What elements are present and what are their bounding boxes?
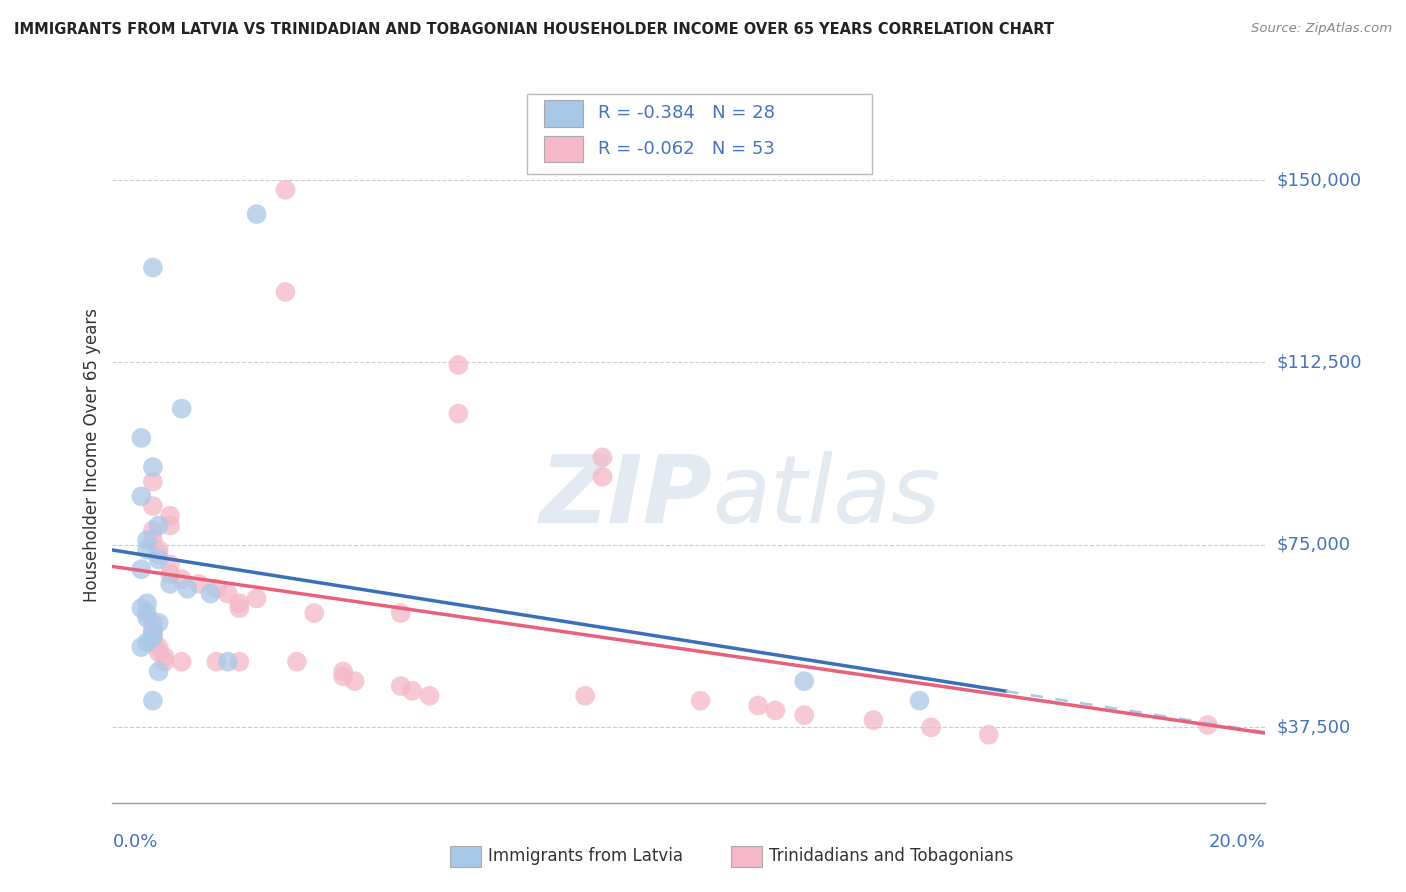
Point xyxy=(419,689,441,703)
Point xyxy=(148,548,170,562)
Text: $112,500: $112,500 xyxy=(1277,353,1362,371)
Text: atlas: atlas xyxy=(711,451,941,542)
Point xyxy=(153,649,176,664)
Point xyxy=(747,698,769,713)
Point xyxy=(332,665,354,679)
Text: R = -0.062   N = 53: R = -0.062 N = 53 xyxy=(598,140,775,158)
Point xyxy=(136,635,159,649)
Text: ZIP: ZIP xyxy=(538,450,711,542)
Point xyxy=(136,533,159,547)
Point xyxy=(977,728,1000,742)
Point xyxy=(142,615,165,630)
Point xyxy=(793,674,815,689)
Point xyxy=(142,524,165,538)
Point xyxy=(142,260,165,275)
Text: 0.0%: 0.0% xyxy=(112,833,157,851)
Point xyxy=(592,450,614,465)
Point xyxy=(689,693,711,707)
Point xyxy=(862,713,884,727)
Y-axis label: Householder Income Over 65 years: Householder Income Over 65 years xyxy=(83,308,101,602)
Text: Immigrants from Latvia: Immigrants from Latvia xyxy=(488,847,683,865)
Point xyxy=(159,518,181,533)
Point xyxy=(142,631,165,645)
Point xyxy=(228,601,250,615)
Point xyxy=(765,703,787,717)
Point xyxy=(142,475,165,489)
Point xyxy=(401,684,423,698)
Text: 20.0%: 20.0% xyxy=(1209,833,1265,851)
Point xyxy=(142,635,165,649)
Point xyxy=(447,407,470,421)
Point xyxy=(228,596,250,610)
Point xyxy=(205,582,228,596)
Point xyxy=(170,572,193,586)
Point xyxy=(142,460,165,475)
Point xyxy=(148,542,170,557)
Point xyxy=(274,285,297,299)
Point xyxy=(389,606,412,620)
Point xyxy=(245,591,267,606)
Point xyxy=(129,562,153,576)
Point xyxy=(129,489,153,503)
Point xyxy=(142,499,165,513)
Point xyxy=(153,655,176,669)
Point xyxy=(285,655,308,669)
Point xyxy=(920,720,942,734)
Text: R = -0.384   N = 28: R = -0.384 N = 28 xyxy=(598,104,775,122)
Point xyxy=(205,655,228,669)
Point xyxy=(217,655,239,669)
Point xyxy=(343,674,366,689)
Point xyxy=(793,708,815,723)
Point xyxy=(142,631,165,645)
Point xyxy=(574,689,596,703)
Point xyxy=(136,606,159,620)
Point xyxy=(200,586,222,600)
Point xyxy=(170,401,193,416)
Point xyxy=(142,625,165,640)
Point xyxy=(159,508,181,523)
Point xyxy=(148,640,170,654)
Point xyxy=(447,358,470,372)
Point xyxy=(142,621,165,635)
Point xyxy=(148,518,170,533)
Point xyxy=(217,586,239,600)
Text: Source: ZipAtlas.com: Source: ZipAtlas.com xyxy=(1251,22,1392,36)
Point xyxy=(274,183,297,197)
Text: $37,500: $37,500 xyxy=(1277,718,1351,737)
Point xyxy=(228,655,250,669)
Point xyxy=(592,470,614,484)
Point xyxy=(245,207,267,221)
Point xyxy=(136,611,159,625)
Point xyxy=(170,655,193,669)
Point xyxy=(176,582,198,596)
Point xyxy=(159,558,181,572)
Point xyxy=(142,693,165,707)
Point xyxy=(1197,718,1219,732)
Point xyxy=(148,645,170,659)
Point xyxy=(142,625,165,640)
Point xyxy=(304,606,326,620)
Point xyxy=(129,640,153,654)
Point xyxy=(129,601,153,615)
Point xyxy=(159,567,181,582)
Point xyxy=(389,679,412,693)
Point xyxy=(136,596,159,610)
Text: IMMIGRANTS FROM LATVIA VS TRINIDADIAN AND TOBAGONIAN HOUSEHOLDER INCOME OVER 65 : IMMIGRANTS FROM LATVIA VS TRINIDADIAN AN… xyxy=(14,22,1054,37)
Text: $150,000: $150,000 xyxy=(1277,171,1361,189)
Point xyxy=(159,577,181,591)
Text: $75,000: $75,000 xyxy=(1277,536,1351,554)
Point xyxy=(148,615,170,630)
Point xyxy=(188,577,211,591)
Point xyxy=(142,533,165,547)
Point xyxy=(129,431,153,445)
Point xyxy=(148,665,170,679)
Point xyxy=(136,542,159,557)
Point xyxy=(908,693,931,707)
Point xyxy=(332,669,354,683)
Point xyxy=(148,552,170,566)
Text: Trinidadians and Tobagonians: Trinidadians and Tobagonians xyxy=(769,847,1014,865)
